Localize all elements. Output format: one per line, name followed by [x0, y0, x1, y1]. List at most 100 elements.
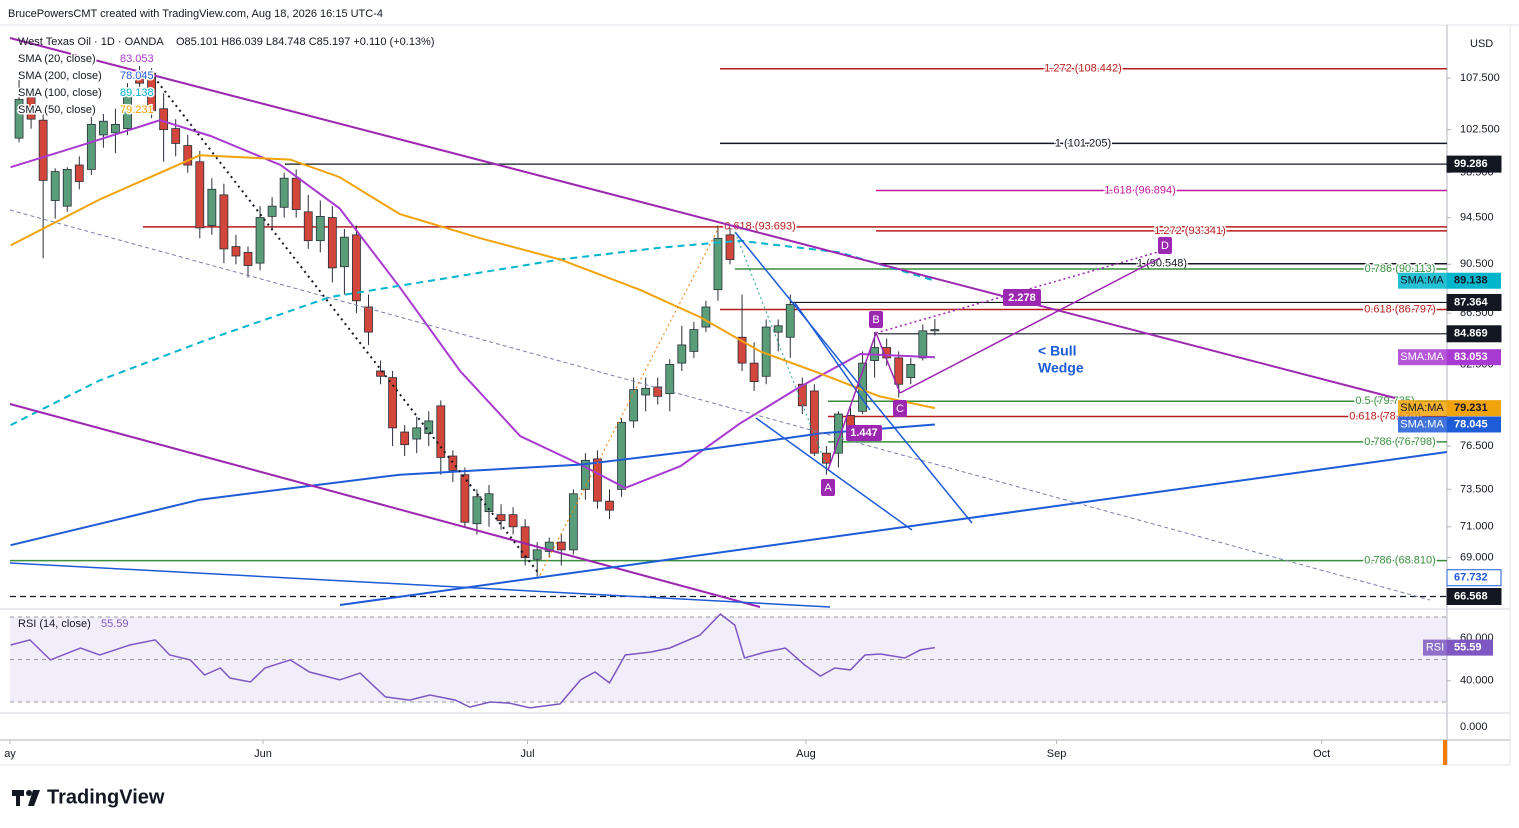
x-tick-label: Jun	[254, 748, 272, 760]
candle-body	[725, 234, 735, 260]
logo-text: TradingView	[47, 786, 165, 808]
label-box	[869, 311, 883, 328]
y-tick-label: 102.500	[1460, 124, 1500, 136]
price-badge-label: 78.045	[1454, 418, 1488, 430]
price-badge	[1447, 272, 1501, 289]
candle-body	[894, 357, 904, 385]
label-box	[893, 400, 907, 417]
logo-icon	[28, 790, 40, 806]
axes: 107.500102.50098.50094.50090.50086.50082…	[4, 72, 1502, 760]
x-tick-label: Jul	[521, 748, 535, 760]
price-badge-label: 79.231	[1454, 402, 1488, 414]
trend-line	[9, 562, 831, 608]
pattern-label: B	[872, 314, 879, 326]
candle-body	[737, 336, 747, 364]
candle-body	[593, 458, 602, 502]
y-tick-label: 90.500	[1460, 258, 1494, 270]
legend-label: SMA (100, close)	[18, 87, 102, 99]
candle-body	[267, 205, 277, 217]
candle-body	[159, 108, 169, 131]
candle-body	[605, 500, 614, 511]
candle-body	[665, 364, 675, 395]
candle-body	[183, 145, 193, 166]
ratio-label: 2.278	[1008, 292, 1036, 304]
ohlc-label: O85.101 H86.039 L84.748 C85.197 +0.110 (…	[176, 36, 435, 48]
candle-body	[701, 306, 711, 328]
candle-body	[62, 169, 72, 207]
label-box	[846, 425, 882, 441]
candle-body	[617, 421, 626, 490]
y-tick-label: 71.000	[1460, 521, 1494, 533]
annotation: Wedge	[1038, 360, 1084, 376]
price-badge-label: 83.053	[1454, 351, 1488, 363]
badge-tag	[1398, 416, 1447, 433]
legend-label: SMA (20, close)	[18, 53, 96, 65]
rsi-band	[10, 616, 1447, 702]
candle-body	[364, 306, 373, 333]
dotted-line	[539, 224, 721, 576]
logo-icon	[12, 790, 24, 806]
candle-body	[448, 455, 458, 471]
candle-body	[785, 304, 795, 338]
candle-body	[123, 94, 132, 129]
candle-body	[376, 370, 385, 377]
candle-body	[219, 194, 229, 250]
pattern-label: D	[1161, 240, 1169, 252]
fib-label: 1.618 (96.894)	[1104, 184, 1176, 196]
wedge-line	[755, 417, 913, 531]
candle-body	[677, 344, 687, 364]
main-pane	[10, 66, 940, 577]
candle-body	[773, 325, 783, 333]
price-badge	[1446, 325, 1502, 343]
candle-body	[713, 237, 723, 291]
fib-label: 1.272 (108.442)	[1044, 63, 1122, 75]
candle-body	[243, 252, 253, 266]
channel-line	[9, 403, 761, 608]
logo: TradingView	[12, 786, 165, 808]
candle-body	[38, 119, 48, 181]
x-tick-label: Sep	[1047, 748, 1067, 760]
rsi-line	[10, 612, 936, 709]
candle-body	[689, 329, 699, 352]
legend-value: 83.053	[120, 53, 154, 65]
sma-line	[10, 423, 935, 547]
legend-value: 55.59	[101, 618, 129, 630]
sma-line	[10, 119, 935, 489]
badge-tag-label: SMA:MA	[1400, 418, 1444, 430]
sma-line	[10, 154, 936, 410]
badge-tag-label: RSI	[1426, 642, 1444, 654]
candle-body	[111, 123, 120, 134]
symbol-title: West Texas Oil · 1D · OANDA	[18, 36, 164, 48]
candle-body	[171, 128, 181, 144]
candle-body	[400, 431, 410, 446]
candle-body	[279, 177, 289, 208]
candle-body	[809, 390, 819, 454]
levels: 1.272 (108.442) 1 (101.205) 1.618 (96.894)…	[10, 61, 1447, 598]
candle-body	[930, 329, 940, 332]
price-badge	[1447, 400, 1501, 417]
price-badge-label: 67.732	[1454, 572, 1488, 584]
y-tick-label: 94.500	[1460, 211, 1494, 223]
legend-value: 89.138	[120, 87, 154, 99]
legend-label: SMA (50, close)	[18, 104, 96, 116]
price-badge	[1446, 569, 1502, 587]
badge-tag	[1398, 400, 1447, 417]
trend-line	[339, 451, 1447, 606]
legend-value: 79.231	[120, 104, 154, 116]
candle-body	[749, 362, 759, 382]
y-tick-label: 0.000	[1460, 721, 1488, 733]
x-tick-label: Aug	[796, 748, 816, 760]
fib-label: 0.786 (68.810)	[1364, 555, 1436, 567]
candle-body	[352, 234, 361, 302]
candle-body	[532, 549, 542, 560]
legend: West Texas Oil · 1D · OANDA O85.101 H86.…	[17, 36, 435, 118]
candle-body	[581, 459, 590, 490]
annotation: < Bull	[1038, 343, 1077, 359]
fib-label: 0.618 (93.693)	[724, 221, 796, 233]
wedge-line	[899, 257, 1161, 394]
candle-body	[207, 188, 217, 226]
candle-body	[918, 330, 928, 359]
badge-tag	[1423, 639, 1447, 656]
